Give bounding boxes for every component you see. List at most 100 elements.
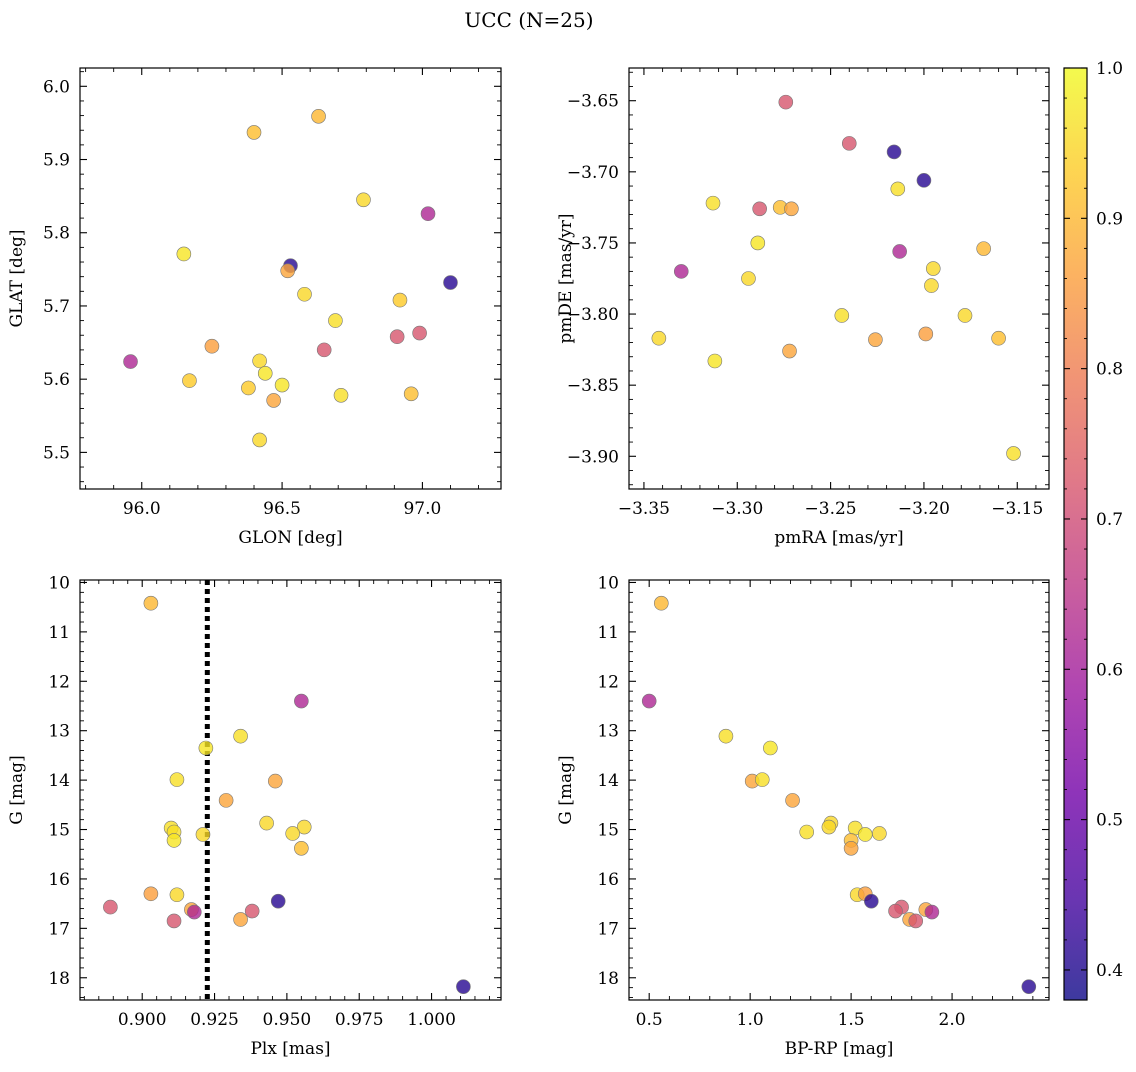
- data-point: [333, 387, 349, 403]
- y-tick-label: 12: [48, 672, 70, 692]
- data-point: [841, 136, 857, 151]
- data-point: [143, 595, 159, 611]
- y-tick-label: 14: [597, 771, 619, 791]
- data-point: [754, 772, 770, 787]
- y-tick-label: 14: [48, 771, 70, 791]
- data-point: [143, 886, 159, 902]
- data-point: [285, 826, 300, 841]
- data-point: [246, 125, 262, 140]
- x-axis-label: Plx [mas]: [250, 1039, 330, 1059]
- y-tick-label: 15: [48, 821, 70, 841]
- data-point: [916, 173, 932, 188]
- x-tick-label: 0.5: [636, 1010, 663, 1030]
- data-point: [392, 292, 408, 308]
- data-point: [195, 827, 211, 842]
- data-point: [316, 342, 332, 358]
- x-tick-label: 2.0: [939, 1010, 966, 1030]
- scatter-panel-3: 0.900 0.925 0.950 0.975 1.000 10 11 12 13 14 15 16 1…: [7, 573, 502, 1059]
- data-point: [266, 393, 281, 408]
- y-tick-label: 5.5: [43, 443, 70, 463]
- x-tick-label: 0.975: [335, 1010, 384, 1030]
- y-axis-label: GLAT [deg]: [7, 229, 27, 327]
- data-point: [166, 913, 182, 929]
- data-point: [908, 913, 924, 929]
- data-point: [356, 192, 371, 208]
- colorbar-tick-label: 0.7: [1096, 510, 1123, 530]
- data-point: [328, 313, 343, 328]
- y-tick-label: −3.70: [567, 163, 619, 183]
- axes-frame: [79, 67, 502, 490]
- data-point: [268, 773, 283, 789]
- x-tick-label: −3.30: [711, 499, 763, 519]
- data-point: [182, 373, 197, 388]
- data-point: [886, 144, 902, 160]
- scatter-panel-1: 96.0 96.5 97.0 5.5 5.6 5.7 5.8 5.9 6.0 GLON [deg]…: [7, 67, 502, 548]
- data-point: [270, 893, 286, 909]
- y-tick-label: −3.75: [567, 234, 619, 254]
- y-tick-label: −3.80: [567, 305, 619, 325]
- data-point: [257, 366, 273, 381]
- x-tick-label: 96.5: [263, 499, 301, 519]
- data-point: [198, 740, 214, 756]
- data-point: [166, 833, 182, 848]
- data-point: [864, 893, 879, 909]
- data-point: [857, 827, 873, 842]
- data-point: [799, 824, 814, 840]
- data-point: [991, 330, 1006, 346]
- x-tick-label: 96.0: [123, 499, 161, 519]
- data-point: [176, 246, 192, 262]
- y-tick-label: 16: [48, 870, 70, 890]
- data-point: [218, 793, 234, 808]
- data-point: [123, 354, 138, 369]
- y-tick-label: 11: [48, 623, 70, 643]
- x-tick-label: 0.900: [118, 1010, 167, 1030]
- data-point: [924, 278, 939, 293]
- data-point: [252, 353, 267, 369]
- x-tick-label: 1.5: [838, 1010, 865, 1030]
- colorbar-gradient: [1064, 68, 1087, 1000]
- data-point: [843, 841, 859, 856]
- data-point: [784, 201, 799, 217]
- colorbar-tick-label: 0.9: [1096, 209, 1123, 229]
- data-point: [641, 693, 657, 709]
- data-point: [1006, 446, 1021, 461]
- data-point: [412, 325, 427, 341]
- data-point: [280, 263, 295, 279]
- data-point: [311, 109, 326, 124]
- data-point: [763, 740, 778, 756]
- y-tick-label: 10: [48, 573, 70, 593]
- data-point: [892, 244, 907, 259]
- y-tick-label: 17: [597, 919, 619, 939]
- data-point: [443, 275, 458, 290]
- x-tick-label: 1.0: [737, 1010, 764, 1030]
- x-tick-label: 0.950: [263, 1010, 312, 1030]
- data-point: [821, 819, 837, 835]
- x-axis-label: GLON [deg]: [238, 528, 342, 548]
- data-point: [103, 899, 118, 915]
- data-point: [252, 432, 267, 448]
- data-point: [389, 329, 405, 345]
- markers: [123, 109, 458, 448]
- y-tick-label: 17: [48, 919, 70, 939]
- y-tick-label: −3.65: [567, 92, 619, 112]
- x-tick-label: −3.35: [618, 499, 670, 519]
- x-axis-label: BP-RP [mag]: [785, 1039, 894, 1059]
- data-point: [420, 206, 436, 222]
- y-tick-label: 12: [597, 672, 619, 692]
- y-axis-label: G [mag]: [7, 755, 27, 824]
- data-point: [233, 912, 248, 927]
- y-tick-label: 5.8: [43, 224, 70, 244]
- y-tick-label: 13: [48, 722, 70, 742]
- y-tick-label: 5.9: [43, 151, 70, 171]
- data-point: [890, 181, 906, 197]
- x-tick-label: 0.925: [190, 1010, 239, 1030]
- data-point: [274, 377, 290, 393]
- colorbar: 0.4 0.5 0.6 0.7 0.8 0.9 1.0: [1063, 59, 1123, 1001]
- data-point: [169, 887, 185, 903]
- data-point: [785, 793, 800, 808]
- data-point: [233, 728, 248, 744]
- y-axis-label: G [mag]: [556, 755, 576, 824]
- data-point: [294, 841, 309, 856]
